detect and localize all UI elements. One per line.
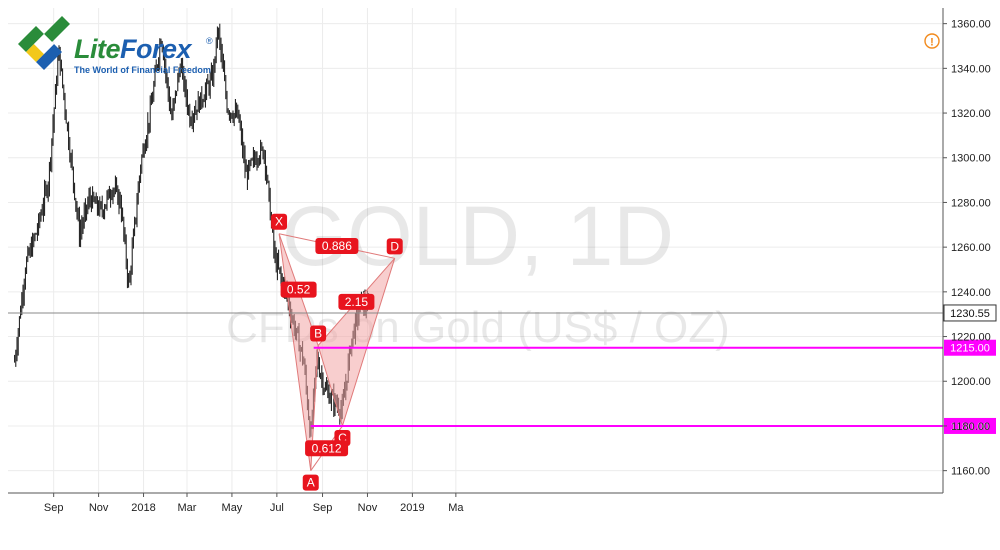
x-tick-label: Sep [44,502,64,514]
pattern-point-c-text: C [338,431,347,445]
pattern-point-a-text: A [307,476,315,490]
y-tick-label: 1360.00 [951,19,991,31]
y-tick-label: 1200.00 [951,376,991,388]
alert-button[interactable]: ! [924,33,940,49]
y-axis[interactable]: 1160.00 1180.00 1200.00 1220.00 1240.00 1260.… [942,8,991,493]
y-tick-label: 1220.00 [951,332,991,344]
pattern-ratio-box[interactable] [338,293,375,310]
brand-name-part2: Forex [120,34,192,64]
pattern-ratio-box[interactable] [315,238,359,255]
pattern-ratio[interactable]: 0.886 [315,238,359,255]
pattern-point-d-text: D [390,239,399,253]
x-tick-label: Jul [270,502,284,514]
x-axis[interactable]: Sep Nov 2018 Mar May Jul Sep Nov 2019 Ma [8,492,943,514]
pattern-ratio-box[interactable] [305,440,349,457]
brand-name-part1: Lite [74,34,121,64]
y-tick-label: 1300.00 [951,153,991,165]
pattern-ratio-text: 2.15 [345,295,369,309]
x-tick-label: Nov [89,502,109,514]
y-tick-label: 1180.00 [951,421,990,433]
pattern-ratio-box[interactable] [280,281,317,298]
y-tick-label: 1260.00 [951,242,991,254]
x-tick-label: Ma [448,502,464,514]
price-level-box [944,339,996,356]
pattern-ratio-text: 0.612 [312,441,342,455]
harmonic-pattern[interactable]: X A B C D 0.52 0.612 2.15 0.886 [271,213,403,491]
price-levels: 1230.55 1215.00 1180.00 [8,304,997,434]
current-price-label: 1230.55 [950,308,990,320]
brand-tagline: The World of Financial Freedom [74,65,211,75]
pattern-point-b[interactable]: B [310,325,327,342]
pattern-point-d[interactable]: D [386,238,403,255]
pattern-ratio-text: 0.886 [322,239,352,253]
liteforex-logo-icon [18,16,70,70]
alert-circle-icon[interactable] [924,33,940,49]
pattern-point-a-box[interactable] [302,474,319,491]
price-level-box [944,417,996,434]
liteforex-logo: LiteForex ® The World of Financial Freed… [14,14,214,76]
brand-name: LiteForex [74,34,192,65]
price-level-label: 1180.00 [951,421,990,433]
watermark-title: GOLD, 1D [282,189,674,283]
pattern-point-d-box[interactable] [386,238,403,255]
registered-mark: ® [206,36,213,46]
y-tick-label: 1340.00 [951,63,991,75]
x-tick-label: 2019 [400,502,424,514]
pattern-point-x[interactable]: X [271,213,288,230]
y-tick-label: 1320.00 [951,108,991,120]
pattern-point-b-box[interactable] [310,325,327,342]
pattern-point-b-text: B [314,326,322,340]
alert-glyph: ! [930,37,934,49]
x-tick-label: Mar [178,502,197,514]
pattern-ratio[interactable]: 0.612 [305,440,349,457]
x-tick-label: May [222,502,243,514]
price-level-label: 1215.00 [950,343,990,355]
y-tick-label: 1160.00 [951,466,990,478]
pattern-ratio[interactable]: 0.52 [280,281,317,298]
pattern-point-x-text: X [275,215,283,229]
x-tick-label: 2018 [131,502,155,514]
pattern-point-a[interactable]: A [302,474,319,491]
x-tick-label: Sep [313,502,333,514]
pattern-point-x-box[interactable] [271,213,288,230]
y-tick-label: 1240.00 [951,287,991,299]
y-tick-label: 1280.00 [951,197,991,209]
pattern-ratio-text: 0.52 [287,283,311,297]
pattern-ratio[interactable]: 2.15 [338,293,375,310]
current-price-box [943,304,997,322]
x-tick-label: Nov [358,502,378,514]
